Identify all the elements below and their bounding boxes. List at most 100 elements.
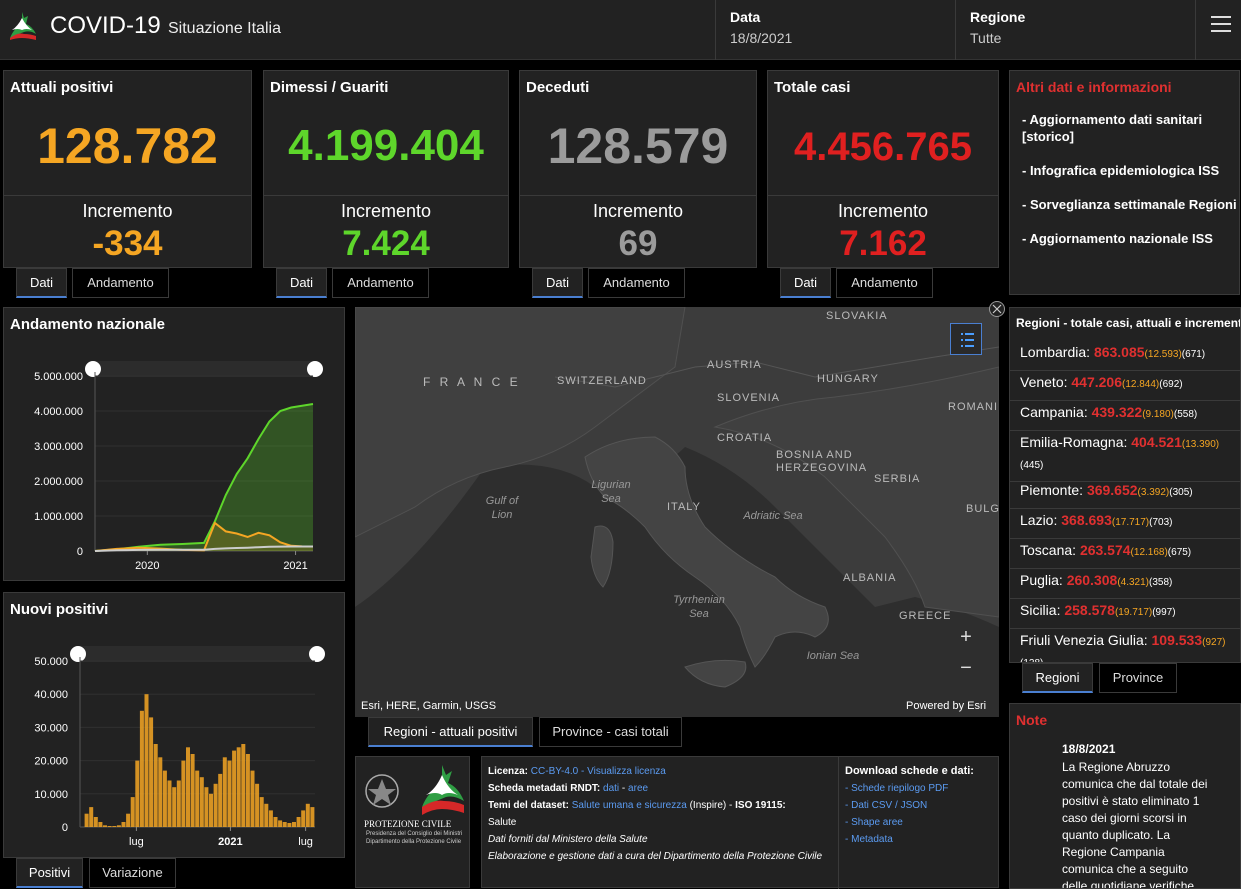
- protezione-civile-logo-icon: [4, 8, 40, 49]
- themes-label: Temi del dataset:: [488, 800, 569, 811]
- region-total: 439.322: [1091, 404, 1143, 420]
- bar: [190, 754, 195, 827]
- license-link[interactable]: CC-BY-4.0: [530, 766, 579, 777]
- increment-value: 7.162: [839, 224, 927, 263]
- map-label-sea: Gulf of Lion: [485, 495, 519, 521]
- region-row[interactable]: Campania: 439.322(9.180)(558): [1010, 397, 1240, 431]
- note-title: Note: [1016, 712, 1048, 728]
- chart-nuovi-positivi: Nuovi positivi 0 10.000 20.000 30.000 40.000…: [3, 592, 345, 858]
- time-slider-handle-end[interactable]: [307, 361, 323, 377]
- expand-icon[interactable]: [989, 301, 1005, 317]
- metadata-aree-link[interactable]: aree: [628, 783, 649, 794]
- tab-dati[interactable]: Dati: [276, 268, 327, 298]
- note-body: La Regione Abruzzo comunica che dal tota…: [1062, 760, 1208, 889]
- region-row[interactable]: Emilia-Romagna: 404.521(13.390) (445): [1010, 427, 1240, 482]
- bar: [305, 803, 310, 827]
- download-csv-json-link[interactable]: - Dati CSV / JSON: [845, 800, 928, 811]
- date-value[interactable]: 18/8/2021: [730, 30, 793, 46]
- logo-text-subtitle: Presidenza del Consiglio dei Ministri: [366, 831, 463, 837]
- region-selector[interactable]: Tutte: [970, 30, 1002, 46]
- bar: [232, 750, 237, 827]
- region-increment: (997): [1152, 607, 1176, 618]
- data-processing: Elaborazione e gestione dati a cura del …: [488, 851, 823, 862]
- view-license-link[interactable]: Visualizza licenza: [587, 766, 666, 777]
- time-slider-track: [76, 646, 319, 662]
- tab-positivi[interactable]: Positivi: [16, 858, 83, 888]
- map-label-country: BULG: [966, 503, 999, 515]
- download-pdf-link[interactable]: - Schede riepilogo PDF: [845, 783, 949, 794]
- tab-dati[interactable]: Dati: [780, 268, 831, 298]
- themes-line: Temi del dataset: Salute umana e sicurez…: [488, 797, 838, 814]
- license-label: Licenza:: [488, 766, 529, 777]
- logo-text-title: PROTEZIONE CIVILE: [364, 819, 452, 829]
- tab-variazione[interactable]: Variazione: [89, 858, 176, 888]
- metadata-dati-link[interactable]: dati: [603, 783, 620, 794]
- themes-inspire: (Inspire) -: [686, 800, 736, 811]
- card-dimessi-guariti: Dimessi / Guariti 4.199.404 Incremento 7…: [263, 70, 509, 268]
- app-subtitle: Situazione Italia: [168, 20, 281, 37]
- tab-regioni-attuali-positivi[interactable]: Regioni - attuali positivi: [368, 717, 533, 747]
- chart-title: Nuovi positivi: [10, 601, 109, 618]
- region-name: Puglia:: [1020, 572, 1063, 588]
- region-active: (12.168): [1130, 547, 1168, 558]
- time-slider-handle-start[interactable]: [70, 646, 86, 662]
- tab-andamento[interactable]: Andamento: [332, 268, 429, 298]
- bar: [89, 807, 94, 827]
- legend-list-icon[interactable]: [950, 323, 982, 355]
- powered-by-esri[interactable]: Powered by Esri: [906, 700, 987, 712]
- region-row[interactable]: Veneto: 447.206(12.844)(692): [1010, 367, 1240, 401]
- link-sorveglianza-regioni[interactable]: - Sorveglianza settimanale Regioni: [1022, 197, 1237, 212]
- increment-value: -334: [92, 224, 163, 263]
- region-row[interactable]: Puglia: 260.308(4.321)(358): [1010, 565, 1240, 599]
- region-row[interactable]: Lazio: 368.693(17.717)(703): [1010, 505, 1240, 539]
- region-name: Piemonte:: [1020, 482, 1084, 498]
- bar: [241, 744, 246, 827]
- region-total: 863.085: [1093, 344, 1145, 360]
- download-metadata-link[interactable]: - Metadata: [845, 834, 893, 845]
- download-shape-link[interactable]: - Shape aree: [845, 817, 903, 828]
- region-total: 368.693: [1061, 512, 1112, 528]
- y-tick-label: 30.000: [34, 722, 68, 734]
- card-value: 128.579: [547, 118, 729, 174]
- region-active: (19.717): [1114, 607, 1153, 618]
- map-label-country: F R A N C E: [423, 375, 521, 389]
- tab-province-casi-totali[interactable]: Province - casi totali: [539, 717, 682, 747]
- divider: [520, 195, 756, 196]
- tab-andamento[interactable]: Andamento: [836, 268, 933, 298]
- time-slider-handle-end[interactable]: [309, 646, 325, 662]
- bar: [204, 787, 209, 827]
- bar: [236, 747, 241, 827]
- region-row[interactable]: Piemonte: 369.652(3.392)(305): [1010, 475, 1240, 509]
- region-increment: (445): [1020, 460, 1044, 471]
- hamburger-menu-icon[interactable]: [1211, 16, 1231, 36]
- zoom-in-icon[interactable]: +: [960, 626, 972, 648]
- link-aggiornamento-iss[interactable]: - Aggiornamento nazionale ISS: [1022, 231, 1213, 246]
- region-increment: (675): [1167, 547, 1192, 558]
- bar: [98, 822, 103, 827]
- region-row[interactable]: Sicilia: 258.578(19.717)(997): [1010, 595, 1240, 629]
- card-title: Deceduti: [526, 79, 590, 96]
- note-panel: Note 18/8/2021 La Regione Abruzzo comuni…: [1009, 703, 1241, 889]
- region-row[interactable]: Lombardia: 863.085(12.593)(671): [1010, 337, 1240, 371]
- map-view[interactable]: SLOVAKIA F R A N C E SWITZERLAND AUSTRIA…: [355, 307, 999, 717]
- zoom-out-icon[interactable]: −: [960, 657, 972, 679]
- link-infografica-iss[interactable]: - Infografica epidemiologica ISS: [1022, 163, 1220, 178]
- region-active: (9.180): [1142, 409, 1174, 420]
- time-slider-handle-start[interactable]: [85, 361, 101, 377]
- region-name: Friuli Venezia Giulia:: [1020, 632, 1148, 648]
- region-row[interactable]: Toscana: 263.574(12.168)(675): [1010, 535, 1240, 569]
- tab-andamento[interactable]: Andamento: [72, 268, 169, 298]
- link-aggiornamento-dati[interactable]: - Aggiornamento dati sanitari [storico]: [1022, 112, 1203, 144]
- tab-regioni[interactable]: Regioni: [1022, 663, 1093, 693]
- bar: [126, 813, 131, 827]
- bar: [292, 822, 296, 827]
- tab-dati[interactable]: Dati: [532, 268, 583, 298]
- map-label-country: ROMANI: [948, 401, 998, 413]
- tab-province[interactable]: Province: [1099, 663, 1177, 693]
- bar: [287, 823, 292, 827]
- themes-link[interactable]: Salute umana e sicurezza: [571, 800, 687, 811]
- tab-dati[interactable]: Dati: [16, 268, 67, 298]
- y-tick-label: 2.000.000: [34, 476, 83, 488]
- tab-andamento[interactable]: Andamento: [588, 268, 685, 298]
- region-row[interactable]: Friuli Venezia Giulia: 109.533(927) (128): [1010, 625, 1240, 662]
